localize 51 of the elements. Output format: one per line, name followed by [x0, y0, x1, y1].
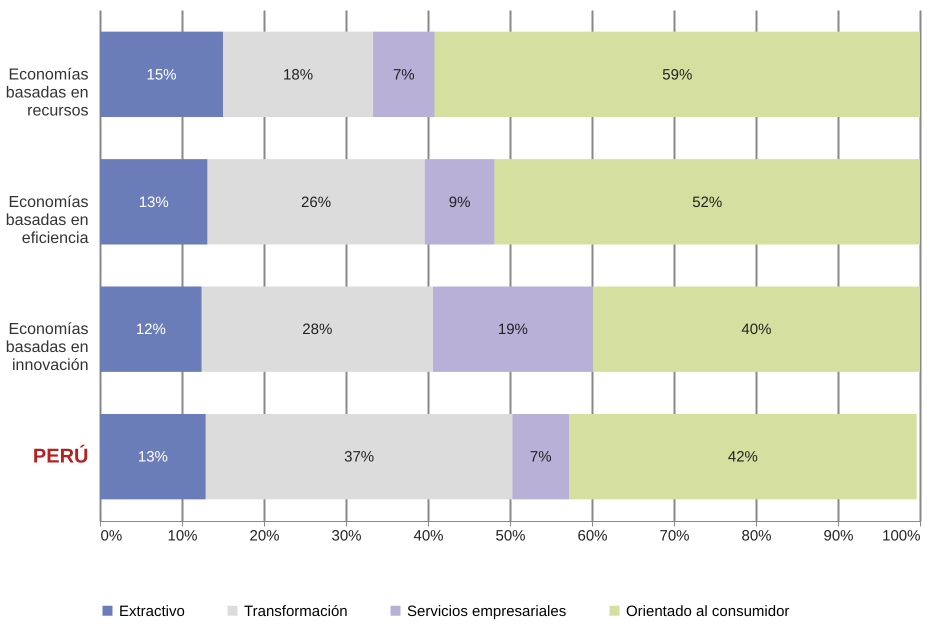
y-tick-label: Economías basadas en eficiencia	[6, 194, 89, 247]
bar	[206, 414, 512, 500]
y-tick-label: PERÚ	[32, 444, 88, 468]
x-tick-label: 60%	[577, 528, 608, 544]
bar	[569, 414, 917, 500]
data-label: 13%	[138, 448, 168, 466]
legend-label: Orientado al consumidor	[626, 602, 790, 620]
x-tick-label: 80%	[741, 528, 772, 544]
x-tick-label: 10%	[167, 528, 198, 544]
bar	[592, 286, 920, 372]
x-tick-label: 30%	[331, 528, 362, 544]
data-label: 42%	[728, 448, 758, 466]
bar	[207, 159, 425, 244]
bar	[434, 32, 920, 118]
legend-label: Servicios empresariales	[407, 602, 566, 620]
y-tick-label: Economías basadas en innovación	[6, 321, 88, 374]
data-label: 18%	[283, 66, 314, 84]
data-label: 13%	[138, 194, 169, 211]
bar	[424, 159, 494, 244]
bar	[100, 414, 206, 500]
x-tick-label: 90%	[823, 528, 854, 544]
data-label: 52%	[692, 194, 722, 211]
data-label: 12%	[136, 321, 166, 338]
data-label: 7%	[530, 448, 552, 466]
bar	[100, 32, 223, 118]
data-label: 59%	[662, 66, 692, 84]
bar	[494, 159, 920, 244]
legend-label: Transformación	[244, 602, 348, 620]
data-label: 15%	[146, 66, 177, 84]
bar	[432, 286, 593, 372]
bar	[100, 286, 202, 372]
x-tick-label: 40%	[413, 528, 444, 544]
bar	[512, 414, 570, 500]
x-tick-label: 50%	[495, 528, 526, 544]
x-tick-label: 70%	[659, 528, 690, 544]
bar	[100, 159, 208, 244]
data-label: 9%	[448, 194, 470, 211]
bar	[202, 286, 433, 372]
bar	[373, 32, 435, 118]
x-tick-label: 20%	[249, 528, 280, 544]
data-label: 40%	[741, 321, 772, 338]
bar	[223, 32, 374, 118]
data-label: 26%	[301, 194, 332, 211]
legend-label: Extractivo	[119, 602, 185, 620]
x-tick-label: 100%	[882, 528, 920, 544]
x-tick-label: 0%	[100, 528, 122, 544]
data-label: 19%	[498, 321, 528, 338]
data-label: 7%	[392, 66, 415, 84]
y-tick-label: Economías basadas en recursos	[6, 66, 88, 120]
data-label: 37%	[344, 448, 374, 466]
data-label: 28%	[302, 321, 332, 338]
